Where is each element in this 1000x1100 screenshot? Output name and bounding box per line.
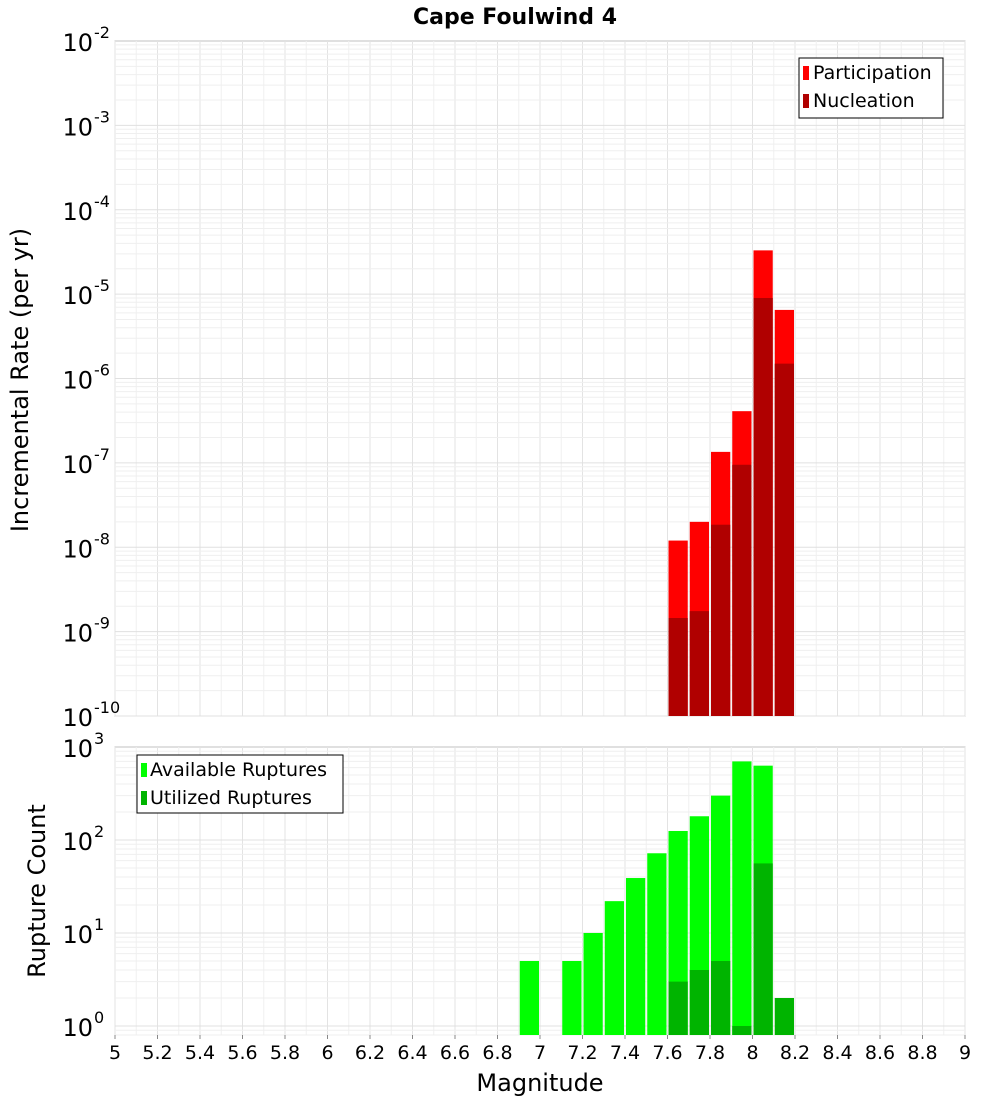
- x-tick-label: 5.6: [227, 1042, 257, 1064]
- count-y-axis-label: Rupture Count: [23, 804, 51, 978]
- nucleation-bar: [732, 464, 752, 716]
- rate-y-tick-label-exponent: -5: [94, 276, 110, 295]
- available-legend-swatch: [141, 763, 147, 777]
- available-ruptures-bar: [604, 901, 624, 1035]
- count-bars: [519, 761, 794, 1035]
- nucleation-bar: [774, 363, 794, 716]
- available-ruptures-bar: [583, 932, 603, 1035]
- rate-y-tick-label: 10: [62, 113, 93, 141]
- chart-title: Cape Foulwind 4: [413, 5, 617, 30]
- x-tick-label: 7.6: [652, 1042, 682, 1064]
- nucleation-bar: [711, 524, 731, 716]
- rate-grid: [114, 41, 966, 717]
- x-tick-label: 8.8: [907, 1042, 937, 1064]
- x-tick-label: 5.4: [185, 1042, 215, 1064]
- x-tick-label: 6.6: [440, 1042, 470, 1064]
- nucleation-bar: [689, 611, 709, 716]
- rate-y-tick-label: 10: [62, 535, 93, 563]
- nucleation-bar: [753, 297, 773, 716]
- x-tick-label: 7: [534, 1042, 546, 1064]
- rate-y-tick-label: 10: [62, 29, 93, 57]
- utilized-ruptures-bar: [689, 969, 709, 1035]
- count-y-tick-label: 10: [62, 828, 93, 856]
- rate-bars: [668, 250, 794, 717]
- x-tick-label: 8.4: [822, 1042, 852, 1064]
- utilized-ruptures-bar: [711, 960, 731, 1035]
- rate-y-tick-label-exponent: -3: [94, 107, 110, 126]
- x-tick-label: 5: [109, 1042, 121, 1064]
- utilized-ruptures-bar: [732, 1025, 752, 1035]
- available-ruptures-bar: [647, 853, 667, 1035]
- rate-y-tick-label-exponent: -7: [94, 445, 110, 464]
- x-tick-label: 7.8: [695, 1042, 725, 1064]
- x-tick-label: 7.2: [567, 1042, 597, 1064]
- x-axis-label: Magnitude: [476, 1069, 603, 1097]
- rate-y-axis-label: Incremental Rate (per yr): [6, 228, 34, 532]
- rate-legend: Participation Nucleation: [798, 57, 944, 119]
- nucleation-legend-swatch: [803, 94, 809, 108]
- count-legend-box: [136, 754, 344, 814]
- available-ruptures-bar: [519, 960, 539, 1035]
- utilized-ruptures-bar: [774, 997, 794, 1035]
- x-tick-label: 5.2: [142, 1042, 172, 1064]
- nucleation-bar: [668, 618, 688, 716]
- rate-y-tick-label: 10: [62, 704, 93, 732]
- x-tick-label: 6.8: [482, 1042, 512, 1064]
- magnitude-x-ticks: 5 5.2 5.4 5.6 5.8 6 6.2 6.4 6.6 6.8 7 7.2 7.4 7.6 7.8 8…: [109, 1035, 971, 1064]
- count-y-tick-label: 10: [62, 735, 93, 763]
- rate-y-tick-label: 10: [62, 451, 93, 479]
- x-tick-label: 6.2: [355, 1042, 385, 1064]
- utilized-ruptures-bar: [753, 863, 773, 1035]
- count-y-tick-label-exponent: 1: [94, 915, 104, 934]
- x-tick-label: 6: [321, 1042, 333, 1064]
- rate-y-tick-label: 10: [62, 282, 93, 310]
- x-tick-label: 6.4: [397, 1042, 427, 1064]
- available-ruptures-bar: [562, 960, 582, 1035]
- x-tick-label: 9: [959, 1042, 971, 1064]
- x-tick-label: 8.6: [865, 1042, 895, 1064]
- rate-y-tick-label-exponent: -6: [94, 361, 110, 380]
- available-ruptures-bar: [732, 761, 752, 1035]
- rate-y-tick-label-exponent: -10: [94, 698, 120, 717]
- utilized-ruptures-bar: [668, 981, 688, 1035]
- x-tick-label: 8: [746, 1042, 758, 1064]
- rate-y-tick-label: 10: [62, 620, 93, 648]
- count-y-tick-label-exponent: 2: [94, 822, 104, 841]
- rate-y-tick-label: 10: [62, 198, 93, 226]
- participation-legend-swatch: [803, 66, 809, 80]
- x-tick-label: 5.8: [270, 1042, 300, 1064]
- rate-y-tick-label-exponent: -4: [94, 192, 110, 211]
- available-ruptures-bar: [626, 878, 646, 1035]
- utilized-legend-label: Utilized Ruptures: [150, 787, 312, 809]
- x-tick-label: 8.2: [780, 1042, 810, 1064]
- rate-y-tick-label-exponent: -2: [94, 23, 110, 42]
- participation-legend-label: Participation: [813, 62, 932, 84]
- count-y-tick-label: 10: [62, 921, 93, 949]
- rate-y-tick-label-exponent: -9: [94, 614, 110, 633]
- utilized-legend-swatch: [141, 791, 147, 805]
- rate-y-tick-label: 10: [62, 367, 93, 395]
- count-y-tick-label: 10: [62, 1014, 93, 1042]
- rate-legend-box: [798, 57, 944, 119]
- count-legend: Available Ruptures Utilized Ruptures: [136, 754, 344, 814]
- rate-y-tick-label-exponent: -8: [94, 529, 110, 548]
- available-legend-label: Available Ruptures: [150, 759, 327, 781]
- count-y-tick-label-exponent: 0: [94, 1008, 104, 1027]
- nucleation-legend-label: Nucleation: [813, 90, 915, 112]
- count-y-tick-label-exponent: 3: [94, 729, 104, 748]
- x-tick-label: 7.4: [610, 1042, 640, 1064]
